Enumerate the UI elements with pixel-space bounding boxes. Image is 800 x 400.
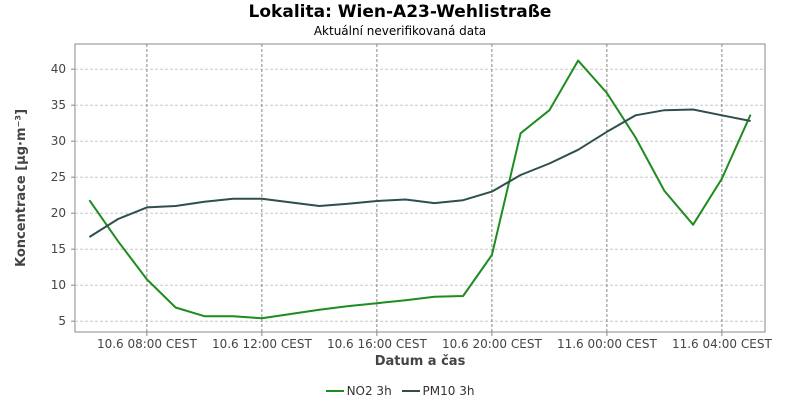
legend-item-pm10: PM10 3h: [401, 384, 475, 398]
plot-area: [74, 43, 766, 333]
x-axis-title: Datum a čas: [375, 354, 466, 369]
chart-subtitle: Aktuální neverifikovaná data: [313, 24, 487, 38]
y-tick-label: 25: [51, 170, 66, 184]
y-axis-title: Koncentrace [µg·m⁻³]: [14, 109, 29, 267]
y-tick-label: 5: [58, 314, 66, 328]
series-line-pm10-3h: [88, 108, 751, 238]
x-tick-label: 10.6 12:00 CEST: [212, 337, 313, 351]
x-tick-label: 10.6 08:00 CEST: [97, 337, 198, 351]
y-tick-label: 15: [51, 242, 66, 256]
y-tick-label: 10: [51, 278, 66, 292]
y-tick-label: 40: [51, 62, 66, 76]
legend-label-no2: NO2 3h: [346, 384, 392, 398]
series-line-no2-3h: [88, 59, 752, 320]
x-tick-label: 10.6 16:00 CEST: [327, 337, 428, 351]
legend-label-pm10: PM10 3h: [422, 384, 475, 398]
x-tick-label: 10.6 20:00 CEST: [442, 337, 543, 351]
y-tick-label: 20: [51, 206, 66, 220]
y-tick-label: 35: [51, 98, 66, 112]
x-tick-label: 11.6 04:00 CEST: [672, 337, 773, 351]
y-tick-label: 30: [51, 134, 66, 148]
legend-swatch-pm10: [401, 390, 420, 392]
legend-item-no2: NO2 3h: [325, 384, 392, 398]
x-tick-label: 11.6 00:00 CEST: [557, 337, 658, 351]
chart-title: Lokalita: Wien-A23-Wehlistraße: [248, 2, 552, 22]
legend-swatch-no2: [325, 390, 344, 392]
legend: NO2 3h PM10 3h: [0, 381, 800, 398]
